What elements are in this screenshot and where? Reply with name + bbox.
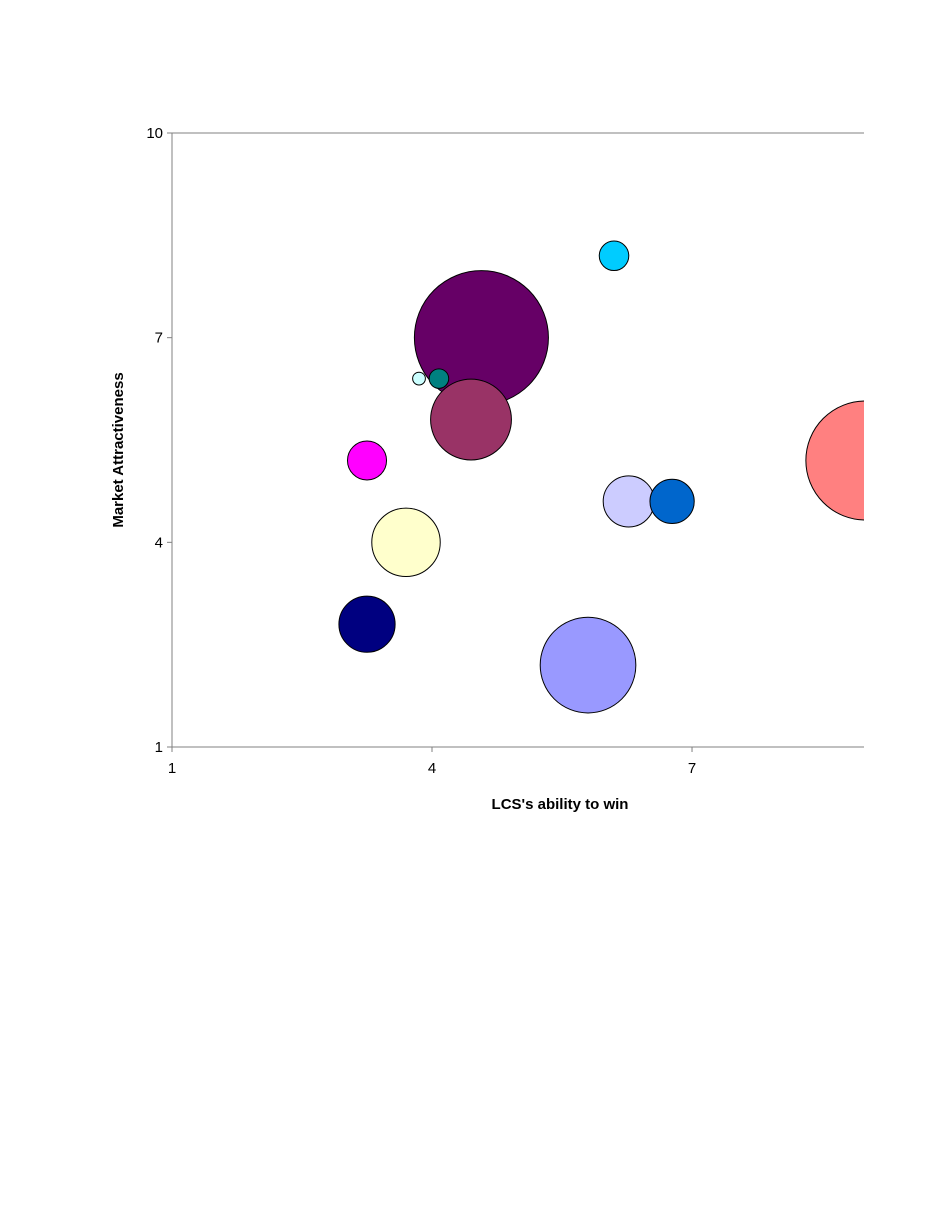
y-tick-label: 1 bbox=[155, 739, 163, 756]
x-tick-label: 1 bbox=[168, 760, 176, 777]
plot-area bbox=[172, 133, 864, 747]
bubble-2 bbox=[430, 378, 512, 461]
bubble-12 bbox=[805, 400, 864, 521]
axes bbox=[171, 132, 864, 748]
y-tick-label: 10 bbox=[146, 125, 163, 142]
bubble-10 bbox=[649, 478, 695, 525]
bubble-9 bbox=[602, 475, 655, 528]
bubble-8 bbox=[539, 616, 637, 714]
tick-labels: 1 4 7 10 1 4 7 bbox=[146, 125, 696, 777]
bubble-4 bbox=[428, 368, 450, 389]
y-tick-label: 7 bbox=[155, 330, 163, 347]
bubble-series bbox=[338, 240, 864, 714]
bubble-11 bbox=[598, 240, 630, 272]
y-tick-label: 4 bbox=[155, 534, 163, 551]
bubble-6 bbox=[371, 507, 441, 578]
x-tick-label: 4 bbox=[428, 760, 436, 777]
x-tick-label: 7 bbox=[688, 760, 696, 777]
bubble-5 bbox=[346, 440, 388, 481]
bubble-3 bbox=[412, 371, 426, 386]
bubble-7 bbox=[338, 595, 396, 653]
x-axis-title: LCS's ability to win bbox=[492, 796, 629, 813]
y-axis-title: Market Attractiveness bbox=[110, 372, 127, 527]
